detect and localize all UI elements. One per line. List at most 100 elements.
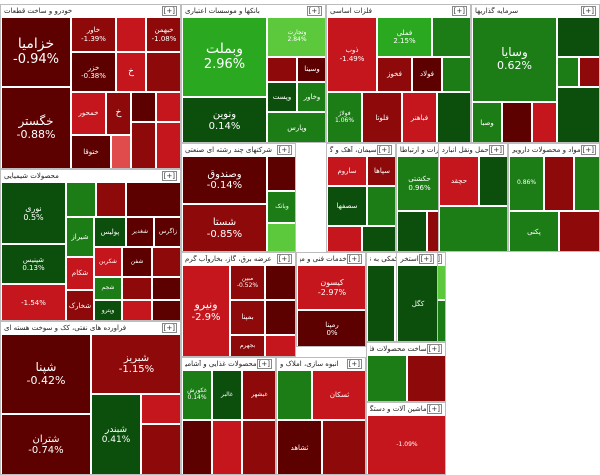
stock-tile[interactable]	[267, 156, 295, 191]
stock-tile[interactable]	[557, 17, 599, 57]
stock-tile[interactable]: ونوین 0.14%	[182, 97, 267, 142]
stock-tile[interactable]: وسینا	[297, 57, 325, 82]
stock-tile[interactable]: خگستر -0.88%	[1, 87, 71, 168]
expand-button[interactable]: [+]	[256, 359, 272, 369]
stock-tile[interactable]	[559, 211, 599, 251]
stock-tile[interactable]: غبشهر	[242, 370, 275, 420]
expand-button[interactable]: [+]	[346, 359, 362, 369]
expand-button[interactable]: [+]	[488, 145, 504, 155]
stock-tile[interactable]: مبین -0.52%	[230, 265, 265, 300]
stock-tile[interactable]	[156, 92, 180, 122]
stock-tile[interactable]: 0.86%	[509, 156, 544, 211]
stock-tile[interactable]	[397, 211, 427, 251]
stock-tile[interactable]: بمپنا	[230, 300, 265, 335]
stock-tile[interactable]: -1.54%	[1, 284, 66, 320]
stock-tile[interactable]: غکورش 0.14%	[182, 370, 212, 420]
expand-button[interactable]: [+]	[346, 254, 362, 264]
stock-tile[interactable]	[141, 424, 180, 474]
expand-button[interactable]: [+]	[376, 145, 392, 155]
stock-tile[interactable]: وصبا	[472, 102, 502, 142]
stock-tile[interactable]	[432, 17, 470, 57]
stock-tile[interactable]: شغدیر	[126, 217, 154, 247]
stock-tile[interactable]: زاگرس	[154, 217, 180, 247]
stock-tile[interactable]	[111, 135, 131, 168]
stock-tile[interactable]: ونیرو -2.9%	[182, 265, 230, 356]
stock-tile[interactable]: شجم	[94, 277, 122, 300]
stock-tile[interactable]: فباهنر	[402, 92, 437, 142]
stock-tile[interactable]	[131, 122, 156, 168]
stock-tile[interactable]: خاور -1.39%	[71, 17, 116, 52]
stock-tile[interactable]	[532, 102, 557, 142]
stock-tile[interactable]	[437, 92, 470, 142]
stock-tile[interactable]	[367, 186, 395, 226]
stock-tile[interactable]: سپاها	[367, 156, 395, 186]
stock-tile[interactable]: شپنا -0.42%	[1, 334, 91, 414]
stock-tile[interactable]: شبندر 0.41%	[91, 394, 141, 474]
stock-tile[interactable]: شپنیس 0.13%	[1, 244, 66, 284]
stock-tile[interactable]	[439, 206, 507, 251]
expand-button[interactable]: [+]	[580, 145, 596, 155]
stock-tile[interactable]: خ	[106, 92, 131, 135]
expand-button[interactable]: [+]	[161, 171, 177, 181]
stock-tile[interactable]: شیراز	[66, 217, 94, 257]
stock-tile[interactable]	[367, 265, 395, 341]
stock-tile[interactable]: ذوب -1.49%	[327, 17, 377, 92]
stock-tile[interactable]	[557, 87, 599, 142]
stock-tile[interactable]	[96, 182, 126, 217]
stock-tile[interactable]: فلوتا	[362, 92, 402, 142]
stock-tile[interactable]: وپارس	[267, 112, 325, 142]
stock-tile[interactable]	[152, 277, 180, 300]
stock-tile[interactable]: وپست	[267, 82, 297, 112]
stock-tile[interactable]	[362, 226, 395, 251]
stock-tile[interactable]: وپترو	[94, 300, 122, 320]
stock-tile[interactable]	[122, 300, 152, 320]
stock-tile[interactable]: رمپنا 0%	[297, 310, 365, 346]
stock-tile[interactable]: ثسکان	[312, 370, 365, 420]
stock-tile[interactable]	[116, 17, 146, 52]
stock-tile[interactable]	[442, 57, 470, 92]
stock-tile[interactable]	[267, 223, 295, 251]
stock-tile[interactable]	[502, 102, 532, 142]
expand-button[interactable]: [+]	[451, 6, 467, 16]
expand-button[interactable]: [+]	[276, 254, 292, 264]
stock-tile[interactable]	[277, 370, 312, 420]
stock-tile[interactable]: وتجارت 2.84%	[267, 17, 325, 57]
stock-tile[interactable]	[131, 92, 156, 122]
stock-tile[interactable]: وصندوق -0.14%	[182, 156, 267, 204]
stock-tile[interactable]: فملی 2.15%	[377, 17, 432, 57]
stock-tile[interactable]: پولیس	[94, 217, 126, 247]
stock-tile[interactable]	[156, 122, 180, 168]
stock-tile[interactable]: شکام	[66, 257, 94, 290]
stock-tile[interactable]	[407, 355, 445, 401]
stock-tile[interactable]	[152, 247, 180, 277]
stock-tile[interactable]: خبهمن -1.08%	[146, 17, 180, 52]
stock-tile[interactable]	[322, 420, 365, 474]
stock-tile[interactable]	[579, 57, 599, 87]
stock-tile[interactable]	[557, 57, 579, 87]
expand-button[interactable]: [+]	[161, 6, 177, 16]
expand-button[interactable]: [+]	[580, 6, 596, 16]
stock-tile[interactable]: وبملت 2.96%	[182, 17, 267, 97]
stock-tile[interactable]	[152, 300, 180, 320]
stock-tile[interactable]	[265, 300, 295, 335]
stock-tile[interactable]: فولاد	[412, 57, 442, 92]
stock-tile[interactable]	[367, 355, 407, 401]
stock-tile[interactable]	[242, 420, 275, 474]
expand-button[interactable]: [+]	[426, 404, 442, 414]
stock-tile[interactable]: شفن	[122, 247, 152, 277]
stock-tile[interactable]	[141, 394, 180, 424]
stock-tile[interactable]: خمحور	[71, 92, 106, 135]
stock-tile[interactable]: شستا -0.85%	[182, 204, 267, 251]
expand-button[interactable]: [+]	[276, 145, 292, 155]
stock-tile[interactable]: ساروم	[327, 156, 367, 186]
stock-tile[interactable]	[544, 156, 574, 211]
stock-tile[interactable]	[327, 226, 362, 251]
stock-tile[interactable]	[182, 420, 212, 474]
expand-button[interactable]: [+]	[426, 344, 442, 354]
expand-button[interactable]: [+]	[306, 6, 322, 16]
expand-button[interactable]: [+]	[418, 254, 434, 264]
stock-tile[interactable]: پکنی	[509, 211, 559, 251]
stock-tile[interactable]: حکشتی 0.96%	[397, 156, 442, 211]
stock-tile[interactable]	[479, 156, 507, 206]
stock-tile[interactable]: وسایا 0.62%	[472, 17, 557, 102]
